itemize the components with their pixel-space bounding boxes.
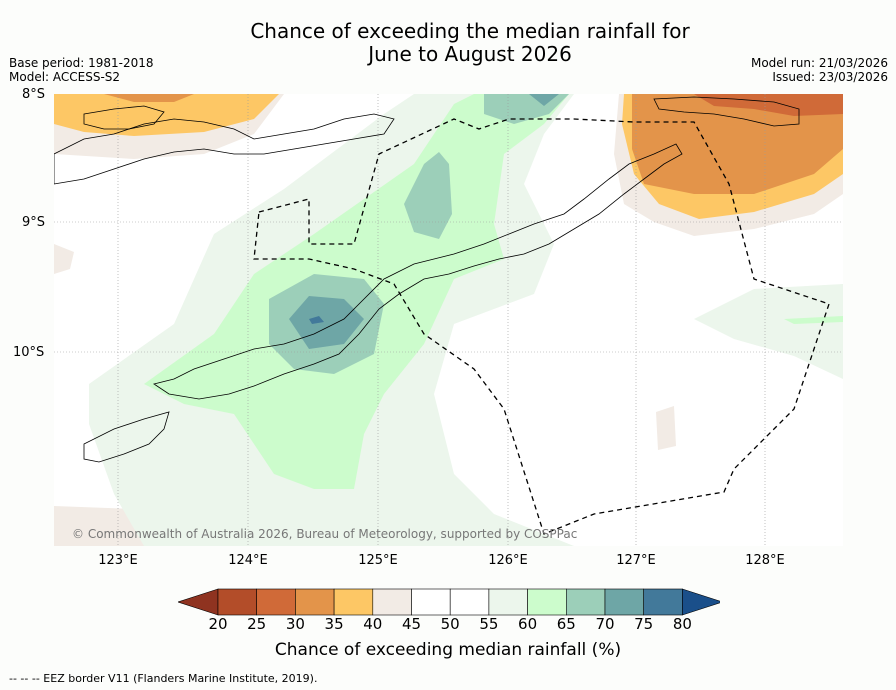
colorbar [178,588,720,616]
colorbar-tick-55: 55 [479,615,499,633]
contour-40-45-small [656,406,676,450]
lat-label-10s: 10°S [13,345,45,360]
colorbar-tick-70: 70 [595,615,615,633]
colorbar-segment-75-80 [643,588,683,616]
colorbar-segment-55-60 [488,588,528,616]
chart-title-line2: June to August 2026 [368,42,572,66]
lon-label-125e: 125°E [358,553,398,568]
model-name: Model: ACCESS-S2 [9,70,121,84]
map-canvas [54,94,843,546]
lat-label-9s: 9°S [22,215,46,230]
colorbar-segment-50-55 [449,588,490,616]
colorbar-tick-25: 25 [247,615,267,633]
sumba-coastline [83,411,170,463]
lat-label-8s: 8°S [22,87,46,102]
eez-border [253,118,830,535]
contour-20-25-topright [694,94,843,116]
colorbar-segment-45-50 [411,588,451,616]
colorbar-tick-30: 30 [285,615,305,633]
contour-25-30-topright [632,94,843,194]
timor-coastline [153,143,683,400]
colorbar-segment-20-25 [217,588,258,616]
rainfall-map: © Commonwealth of Australia 2026, Bureau… [54,94,843,546]
lon-label-123e: 123°E [98,553,138,568]
contour-30-35-topleft [54,94,279,136]
alor-coastline [83,105,165,130]
lon-label-124e: 124°E [228,553,268,568]
colorbar-segment-65-70 [565,588,606,616]
contour-75-80 [309,316,324,324]
colorbar-tick-80: 80 [672,615,692,633]
issued-date: Issued: 23/03/2026 [772,70,888,84]
colorbar-under-arrow [178,588,219,616]
contour-55-60-right [694,284,843,379]
flores-coastline [54,113,395,185]
colorbar-segment-40-45 [372,588,412,616]
colorbar-tick-60: 60 [518,615,538,633]
colorbar-segment-25-30 [256,588,296,616]
colorbar-tick-20: 20 [208,615,228,633]
lon-label-127e: 127°E [616,553,656,568]
contour-65-70-b [404,152,452,239]
contour-25-30-topleft [104,94,194,102]
wetar-coastline [653,96,800,127]
contour-70-75-b [529,94,559,106]
contour-60-65-rightsmall [784,316,843,324]
colorbar-tick-40: 40 [363,615,383,633]
base-period: Base period: 1981-2018 [9,56,154,70]
colorbar-tick-45: 45 [401,615,422,633]
lon-label-126e: 126°E [488,553,528,568]
eez-footnote: -- -- -- EEZ border V11 (Flanders Marine… [9,672,318,685]
colorbar-tick-50: 50 [440,615,460,633]
colorbar-segment-70-75 [604,588,645,616]
copyright-notice: © Commonwealth of Australia 2026, Bureau… [72,527,578,541]
colorbar-tick-75: 75 [634,615,654,633]
model-run: Model run: 21/03/2026 [750,56,888,70]
chart-title-line1: Chance of exceeding the median rainfall … [250,19,690,43]
colorbar-label: Chance of exceeding median rainfall (%) [274,640,622,660]
colorbar-segment-60-65 [527,588,567,616]
colorbar-segment-30-35 [295,588,335,616]
colorbar-over-arrow [682,588,720,616]
gridlines [54,94,843,546]
colorbar-tick-35: 35 [324,615,344,633]
colorbar-tick-65: 65 [556,615,576,633]
contour-40-45-leftedge [54,244,74,274]
colorbar-segment-35-40 [333,588,374,616]
lon-label-128e: 128°E [745,553,785,568]
